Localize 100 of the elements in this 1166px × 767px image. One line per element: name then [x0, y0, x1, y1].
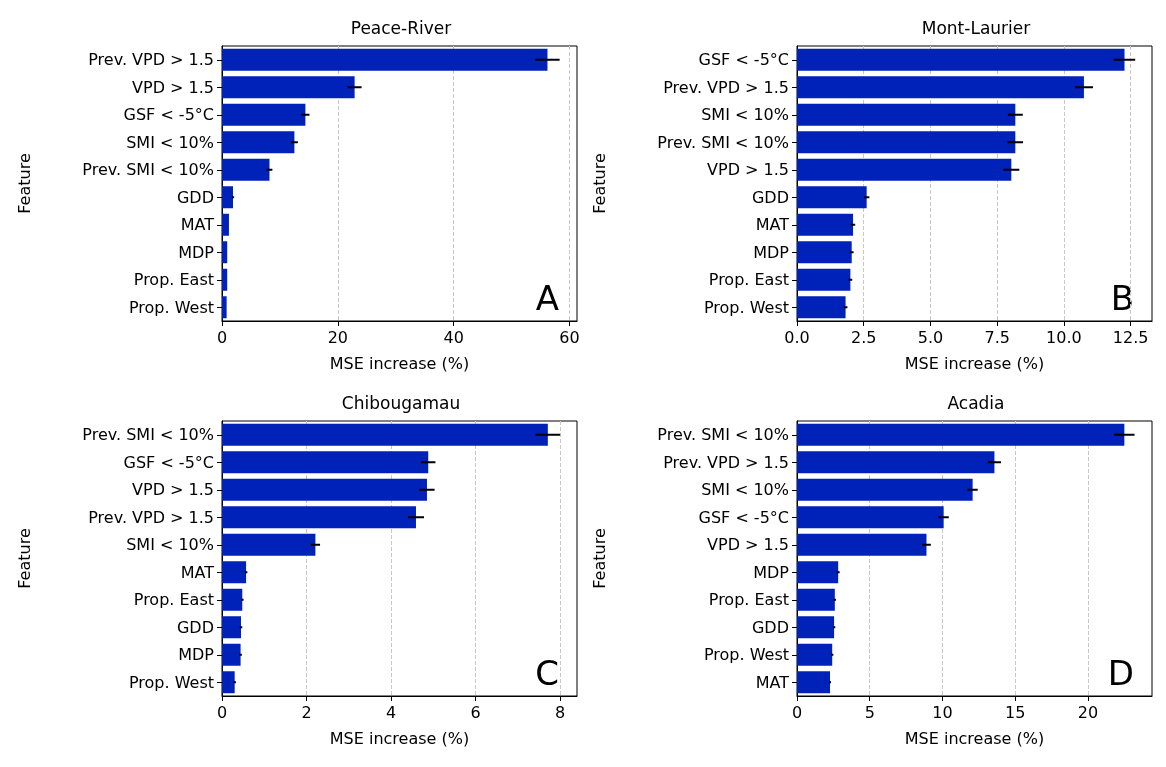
annotation: D — [1107, 653, 1135, 693]
y-tick-label: SMI < 10% — [126, 535, 214, 555]
bar — [222, 103, 306, 126]
annotation: C — [535, 653, 560, 693]
y-tick-label: GDD — [176, 187, 214, 207]
x-tick-label: 20 — [1077, 702, 1099, 722]
bar — [797, 643, 833, 666]
bar — [797, 186, 867, 209]
x-tick-label: 8 — [555, 702, 566, 722]
bar — [797, 506, 944, 529]
y-tick-label: MDP — [753, 242, 790, 262]
x-tick-label: 5.0 — [917, 327, 944, 347]
y-tick-label: Prev. VPD > 1.5 — [88, 507, 214, 527]
y-tick-label: SMI < 10% — [701, 105, 789, 125]
bar — [222, 588, 243, 611]
x-tick-label: 7.5 — [984, 327, 1010, 347]
bar — [222, 241, 228, 264]
x-axis-title: MSE increase (%) — [329, 728, 470, 748]
annotation: B — [1110, 278, 1134, 318]
bar — [797, 268, 851, 291]
bar — [797, 533, 927, 556]
y-tick-label: Prev. VPD > 1.5 — [663, 77, 789, 97]
bar — [797, 241, 852, 264]
y-tick-label: Prev. SMI < 10% — [82, 425, 214, 445]
y-tick-label: VPD > 1.5 — [707, 535, 789, 555]
y-tick-label: Prop. East — [133, 270, 214, 290]
y-tick-label: SMI < 10% — [126, 132, 214, 152]
bar — [797, 423, 1125, 446]
x-tick-label: 10.0 — [1046, 327, 1082, 347]
y-tick-label: MAT — [180, 215, 215, 235]
bar — [797, 588, 835, 611]
y-tick-label: Prev. SMI < 10% — [657, 425, 789, 445]
bar — [222, 423, 548, 446]
chart-title: Mont-Laurier — [921, 17, 1031, 38]
bar — [222, 671, 235, 694]
y-tick-label: Prop. East — [133, 590, 214, 610]
y-tick-label: GSF < -5°C — [698, 50, 789, 70]
bar — [222, 131, 295, 154]
y-tick-label: VPD > 1.5 — [132, 480, 214, 500]
bar — [222, 48, 548, 71]
bar — [222, 451, 429, 474]
y-tick-label: MAT — [755, 215, 790, 235]
bar — [222, 616, 242, 639]
y-tick-label: MAT — [755, 672, 790, 692]
y-tick-label: GSF < -5°C — [123, 452, 214, 472]
x-axis-title: MSE increase (%) — [904, 728, 1045, 748]
x-tick-label: 0 — [216, 702, 228, 722]
y-tick-label: Prev. VPD > 1.5 — [663, 452, 789, 472]
x-tick-label: 0.0 — [784, 327, 810, 347]
bar — [797, 296, 846, 319]
bar — [797, 561, 839, 584]
x-tick-label: 60 — [559, 327, 580, 347]
bar — [222, 506, 416, 529]
x-axis-title: MSE increase (%) — [329, 353, 470, 373]
chart-title: Acadia — [947, 392, 1005, 413]
y-tick-label: Prop. East — [708, 590, 789, 610]
bar — [797, 76, 1084, 99]
y-tick-label: Prop. West — [703, 645, 789, 665]
y-tick-label: GSF < -5°C — [698, 507, 789, 527]
bar — [222, 186, 233, 209]
bar — [222, 478, 427, 501]
bar — [797, 48, 1125, 71]
x-tick-label: 20 — [327, 327, 348, 347]
bar — [797, 213, 854, 236]
y-tick-label: MAT — [180, 562, 215, 582]
x-tick-label: 6 — [470, 702, 481, 722]
bar — [797, 103, 1016, 126]
x-tick-label: 40 — [443, 327, 464, 347]
y-tick-label: MDP — [178, 242, 215, 262]
bar — [222, 268, 228, 291]
y-axis-title: Feature — [589, 153, 609, 214]
y-axis-title: Feature — [14, 528, 34, 589]
bar — [222, 643, 241, 666]
y-tick-label: Prop. East — [708, 270, 789, 290]
y-tick-label: GDD — [751, 617, 789, 637]
y-tick-label: Prop. West — [128, 297, 214, 317]
bar — [222, 213, 229, 236]
x-tick-label: 10 — [932, 702, 953, 722]
x-tick-label: 12.5 — [1112, 327, 1149, 347]
x-tick-label: 2 — [301, 702, 312, 722]
chart-title: Chibougamau — [341, 392, 461, 413]
x-axis-title: MSE increase (%) — [904, 353, 1045, 373]
x-tick-label: 5 — [864, 702, 875, 722]
bar — [222, 561, 247, 584]
bar — [797, 478, 973, 501]
y-tick-label: GSF < -5°C — [123, 105, 214, 125]
bar — [797, 131, 1016, 154]
bar — [222, 158, 270, 181]
bar — [222, 296, 227, 319]
bar — [222, 533, 316, 556]
bar — [797, 451, 995, 474]
y-tick-label: VPD > 1.5 — [132, 77, 214, 97]
y-tick-label: GDD — [176, 617, 214, 637]
x-tick-label: 0 — [791, 702, 803, 722]
x-tick-label: 15 — [1005, 702, 1026, 722]
y-axis-title: Feature — [589, 528, 609, 589]
y-tick-label: Prop. West — [128, 672, 214, 692]
y-tick-label: VPD > 1.5 — [707, 160, 789, 180]
bar — [222, 76, 355, 99]
annotation: A — [535, 278, 560, 318]
